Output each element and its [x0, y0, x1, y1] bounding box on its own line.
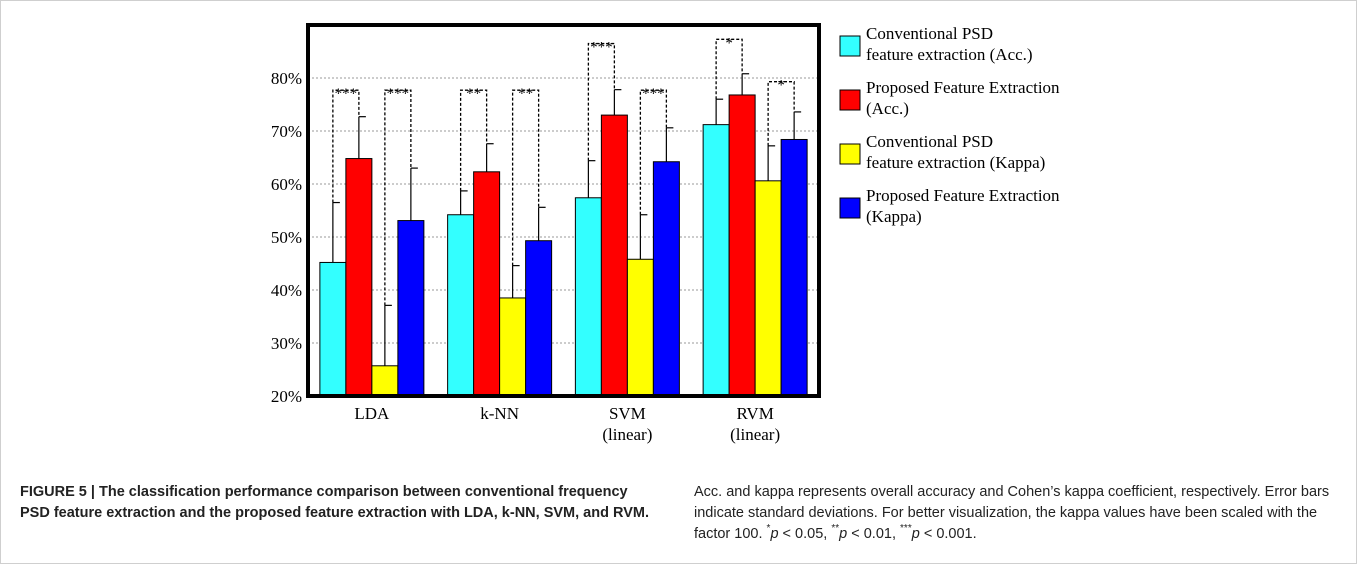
legend-swatch: [839, 197, 861, 219]
legend-label: Conventional PSD: [866, 132, 993, 151]
caption-title: FIGURE 5 | The classification performanc…: [20, 484, 649, 521]
bar: [473, 171, 501, 397]
caption-p-2: p: [839, 526, 848, 542]
significance-bracket: [459, 89, 488, 191]
legend-label: feature extraction (Kappa): [866, 153, 1045, 172]
x-tick-label: SVM: [609, 404, 646, 423]
y-tick-label: 40%: [271, 281, 302, 300]
bar: [345, 158, 373, 397]
bar: [754, 180, 782, 397]
bar: [319, 261, 347, 397]
y-tick-label: 60%: [271, 175, 302, 194]
bar-chart: 20%30%40%50%60%70%80%*** *** ** **********L…: [271, 23, 1060, 444]
bar: [702, 124, 730, 397]
legend-label: feature extraction (Acc.): [866, 45, 1033, 64]
significance-bracket: [384, 89, 412, 306]
bar: [574, 197, 602, 397]
bar: [626, 258, 654, 397]
bar: [525, 240, 553, 397]
y-tick-label: 50%: [271, 228, 302, 247]
bar: [447, 214, 475, 397]
significance-bracket: [511, 89, 540, 266]
significance-bracket: [587, 42, 616, 161]
y-tick-label: 70%: [271, 122, 302, 141]
x-tick-label: (linear): [730, 425, 780, 444]
y-tick-label: 30%: [271, 334, 302, 353]
caption-p-1: p: [770, 526, 779, 542]
legend-label: Conventional PSD: [866, 24, 993, 43]
plot-border: [306, 23, 821, 398]
legend-label: (Acc.): [866, 99, 909, 118]
legend-swatch: [839, 143, 861, 165]
x-tick-label: RVM: [736, 404, 773, 423]
legend-label: Proposed Feature Extraction: [866, 186, 1060, 205]
bar: [499, 297, 527, 397]
legend-swatch: [839, 89, 861, 111]
caption-text: Acc. and kappa represents overall accura…: [694, 484, 1330, 542]
significance-bracket: [639, 89, 668, 215]
bar: [652, 161, 680, 397]
legend-label: Proposed Feature Extraction: [866, 78, 1060, 97]
figure-caption-right: Acc. and kappa represents overall accura…: [694, 482, 1339, 545]
caption-star-3: ***: [900, 523, 912, 535]
significance-bracket: [715, 38, 743, 100]
significance-label: ***: [590, 40, 613, 56]
bar: [728, 94, 756, 397]
bar: [397, 220, 425, 397]
significance-label: ***: [642, 86, 665, 102]
bar: [780, 138, 808, 397]
significance-label: ***: [387, 86, 410, 102]
caption-star-2: **: [831, 523, 840, 535]
caption-p-3: p: [911, 526, 920, 542]
caption-threshold-2: < 0.01,: [847, 526, 896, 542]
caption-threshold-1: < 0.05,: [778, 526, 828, 542]
x-tick-label: LDA: [354, 404, 390, 423]
bar: [371, 365, 399, 397]
significance-label: ***: [335, 86, 358, 102]
significance-label: **: [466, 86, 481, 102]
significance-label: *: [725, 35, 733, 51]
significance-bracket: [767, 81, 795, 146]
caption-threshold-3: < 0.001.: [919, 526, 977, 542]
caption-star-1: *: [766, 523, 771, 535]
x-tick-label: (linear): [602, 425, 652, 444]
legend-swatch: [839, 35, 861, 57]
significance-bracket: [332, 89, 360, 203]
bar: [600, 114, 628, 397]
y-tick-label: 80%: [271, 69, 302, 88]
y-tick-label: 20%: [271, 387, 302, 406]
significance-label: *: [777, 78, 785, 94]
significance-label: **: [518, 86, 533, 102]
legend-label: (Kappa): [866, 207, 922, 226]
figure-caption-left: FIGURE 5 | The classification performanc…: [20, 482, 660, 524]
x-tick-label: k-NN: [480, 404, 519, 423]
